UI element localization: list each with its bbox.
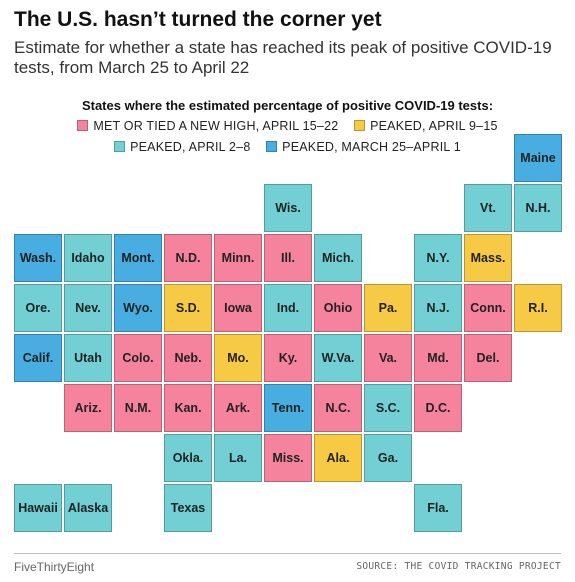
state-tile-la: La. [214, 434, 262, 482]
source-note: SOURCE: THE COVID TRACKING PROJECT [356, 561, 561, 572]
legend-item-peaked-mar25-apr1: PEAKED, MARCH 25–APRIL 1 [266, 140, 461, 154]
state-tile-s-c: S.C. [364, 384, 412, 432]
state-tile-idaho: Idaho [64, 234, 112, 282]
state-tile-iowa: Iowa [214, 284, 262, 332]
state-tile-fla: Fla. [414, 484, 462, 532]
state-tile-md: Md. [414, 334, 462, 382]
legend-swatch [114, 141, 126, 152]
state-tile-ark: Ark. [214, 384, 262, 432]
state-tile-mich: Mich. [314, 234, 362, 282]
state-tile-ill: Ill. [264, 234, 312, 282]
legend-row-1: MET OR TIED A NEW HIGH, APRIL 15–22 PEAK… [0, 119, 575, 133]
state-tile-wash: Wash. [14, 234, 62, 282]
state-tile-mont: Mont. [114, 234, 162, 282]
state-tile-n-c: N.C. [314, 384, 362, 432]
state-tile-wis: Wis. [264, 184, 312, 232]
page-title: The U.S. hasn’t turned the corner yet [14, 8, 382, 31]
footer-divider [14, 553, 561, 554]
state-tile-w-va: W.Va. [314, 334, 362, 382]
state-tile-maine: Maine [514, 134, 562, 182]
state-tile-ky: Ky. [264, 334, 312, 382]
state-tile-s-d: S.D. [164, 284, 212, 332]
state-tile-n-d: N.D. [164, 234, 212, 282]
legend-swatch [77, 120, 89, 131]
state-tile-del: Del. [464, 334, 512, 382]
state-tile-pa: Pa. [364, 284, 412, 332]
legend-item-new-high: MET OR TIED A NEW HIGH, APRIL 15–22 [77, 119, 338, 133]
state-tile-utah: Utah [64, 334, 112, 382]
state-tile-hawaii: Hawaii [14, 484, 62, 532]
state-tile-nev: Nev. [64, 284, 112, 332]
state-tile-d-c: D.C. [414, 384, 462, 432]
state-tile-minn: Minn. [214, 234, 262, 282]
state-tile-texas: Texas [164, 484, 212, 532]
legend-swatch [354, 120, 366, 131]
state-tile-tenn: Tenn. [264, 384, 312, 432]
page-subtitle: Estimate for whether a state has reached… [14, 38, 552, 77]
brand-logo: FiveThirtyEight [14, 560, 95, 574]
state-tile-neb: Neb. [164, 334, 212, 382]
legend-label: PEAKED, MARCH 25–APRIL 1 [282, 140, 461, 154]
state-tile-n-j: N.J. [414, 284, 462, 332]
state-tile-n-m: N.M. [114, 384, 162, 432]
legend-item-peaked-apr9-15: PEAKED, APRIL 9–15 [354, 119, 498, 133]
state-tile-n-h: N.H. [514, 184, 562, 232]
legend-row-2: PEAKED, APRIL 2–8 PEAKED, MARCH 25–APRIL… [0, 140, 575, 154]
state-tile-ala: Ala. [314, 434, 362, 482]
legend-label: PEAKED, APRIL 9–15 [370, 119, 498, 133]
state-tile-vt: Vt. [464, 184, 512, 232]
state-tile-n-y: N.Y. [414, 234, 462, 282]
state-tile-ore: Ore. [14, 284, 62, 332]
state-tile-mo: Mo. [214, 334, 262, 382]
legend-item-peaked-apr2-8: PEAKED, APRIL 2–8 [114, 140, 250, 154]
state-tile-kan: Kan. [164, 384, 212, 432]
state-tile-ga: Ga. [364, 434, 412, 482]
state-tile-ariz: Ariz. [64, 384, 112, 432]
state-tile-r-i: R.I. [514, 284, 562, 332]
state-tile-miss: Miss. [264, 434, 312, 482]
state-tile-mass: Mass. [464, 234, 512, 282]
legend-title: States where the estimated percentage of… [81, 98, 494, 113]
state-tile-alaska: Alaska [64, 484, 112, 532]
state-tile-va: Va. [364, 334, 412, 382]
state-tile-okla: Okla. [164, 434, 212, 482]
state-tile-wyo: Wyo. [114, 284, 162, 332]
legend-swatch [266, 141, 278, 152]
state-tile-ohio: Ohio [314, 284, 362, 332]
legend-label: MET OR TIED A NEW HIGH, APRIL 15–22 [93, 119, 339, 133]
state-tile-colo: Colo. [114, 334, 162, 382]
state-tile-calif: Calif. [14, 334, 62, 382]
state-tile-conn: Conn. [464, 284, 512, 332]
legend-label: PEAKED, APRIL 2–8 [130, 140, 251, 154]
state-tile-ind: Ind. [264, 284, 312, 332]
